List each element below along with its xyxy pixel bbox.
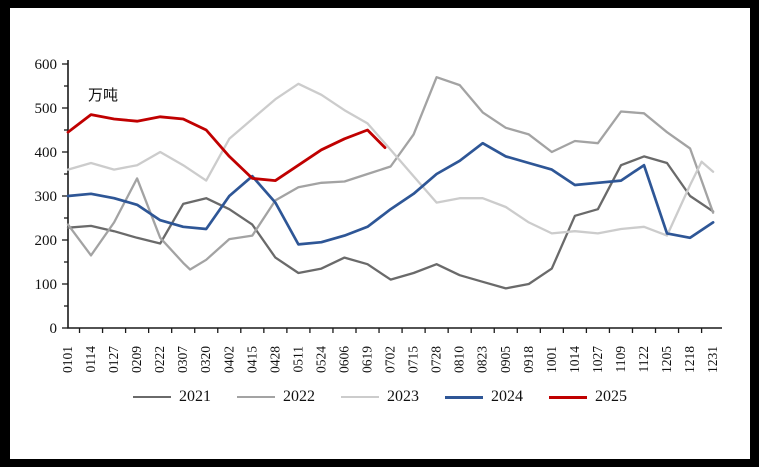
- x-axis-label: 1014: [567, 346, 582, 373]
- legend-swatch-2024: [445, 395, 483, 399]
- legend-label-2021: 2021: [179, 388, 211, 405]
- legend-item-2025: 2025: [549, 389, 627, 405]
- legend-item-2021: 2021: [133, 389, 211, 405]
- x-axis-label: 0127: [106, 346, 121, 373]
- axis-lines: [67, 60, 722, 329]
- x-axis-label: 0524: [313, 346, 328, 373]
- x-axis-label: 0415: [244, 346, 259, 373]
- x-axis-label: 0307: [175, 346, 190, 373]
- x-axis-label: 0428: [267, 346, 282, 373]
- x-axis-label: 0823: [475, 346, 490, 373]
- y-axis-label: 300: [35, 189, 58, 205]
- legend-swatch-2023: [341, 396, 379, 398]
- x-axis-label: 0715: [406, 346, 421, 373]
- x-axis-label: 0101: [60, 346, 75, 373]
- chart-legend: 2021 2022 2023 2024 2025: [10, 389, 750, 405]
- x-axis-label: 0511: [290, 346, 305, 373]
- y-axis-label: 500: [35, 101, 58, 117]
- x-axis-label: 1122: [636, 346, 651, 373]
- x-axis-label: 0905: [498, 346, 513, 373]
- y-axis-label: 200: [35, 233, 58, 249]
- x-axis-label: 0114: [83, 346, 98, 373]
- x-axis-label: 0728: [429, 346, 444, 373]
- x-axis-label: 1001: [544, 346, 559, 373]
- legend-label-2025: 2025: [595, 388, 627, 405]
- legend-item-2023: 2023: [341, 389, 419, 405]
- line-chart: 0 100 200 300 400 500 600 万吨 0101 0114 0127 0209 022…: [35, 57, 722, 373]
- x-axis-label: 0402: [221, 346, 236, 373]
- legend-swatch-2025: [549, 395, 587, 399]
- unit-label: 万吨: [88, 87, 118, 104]
- y-axis-label: 0: [50, 321, 58, 337]
- series-line-2021: [66, 155, 715, 290]
- series-line-2023: [66, 82, 715, 237]
- legend-item-2024: 2024: [445, 389, 523, 405]
- x-axis-label: 0918: [521, 346, 536, 373]
- legend-label-2024: 2024: [491, 388, 523, 405]
- x-axis-label: 0619: [360, 346, 375, 373]
- x-axis-label: 1109: [613, 346, 628, 373]
- x-axis-label: 0810: [452, 346, 467, 373]
- x-axis-label: 0222: [152, 346, 167, 373]
- legend-swatch-2022: [237, 396, 275, 398]
- x-axis-label: 1205: [659, 346, 674, 373]
- y-axis-label: 100: [35, 277, 58, 293]
- legend-swatch-2021: [133, 396, 171, 398]
- x-axis-label: 0606: [336, 346, 351, 373]
- legend-item-2022: 2022: [237, 389, 315, 405]
- chart-panel: 0 100 200 300 400 500 600 万吨 0101 0114 0127 0209 022…: [10, 8, 750, 459]
- x-axis-label: 1218: [682, 346, 697, 373]
- legend-label-2023: 2023: [387, 388, 419, 405]
- x-axis-label: 1231: [705, 346, 720, 373]
- x-axis-label: 0702: [383, 346, 398, 373]
- x-axis-label: 0320: [198, 346, 213, 373]
- series-line-2024: [66, 141, 715, 246]
- x-axis-label: 1027: [590, 346, 605, 373]
- series-line-2025: [66, 113, 387, 183]
- x-axis-label: 0209: [129, 346, 144, 373]
- y-axis-label: 600: [35, 57, 58, 73]
- series-line-2022: [66, 76, 715, 271]
- y-axis-label: 400: [35, 145, 58, 161]
- legend-label-2022: 2022: [283, 388, 315, 405]
